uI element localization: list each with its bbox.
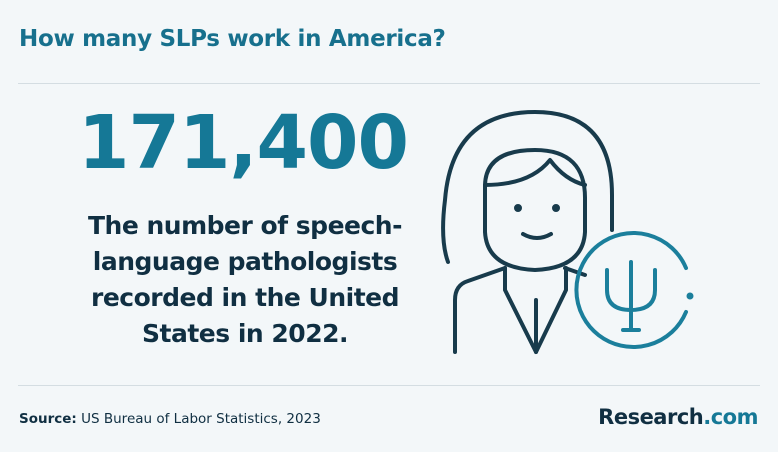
divider xyxy=(18,385,760,386)
stat-description: The number of speech- language pathologi… xyxy=(0,208,490,352)
description-line: States in 2022. xyxy=(142,319,348,348)
brand-suffix: .com xyxy=(703,405,758,429)
brand-name: Research xyxy=(598,405,704,429)
divider xyxy=(18,83,760,84)
stat-value: 171,400 xyxy=(77,100,409,186)
source-label: Source: xyxy=(19,411,77,427)
title: How many SLPs work in America? xyxy=(19,26,446,52)
brand-logo: Research.com xyxy=(598,405,758,429)
source-text: US Bureau of Labor Statistics, 2023 xyxy=(81,411,321,427)
description-line: language pathologists xyxy=(92,247,398,276)
source: Source: US Bureau of Labor Statistics, 2… xyxy=(19,411,321,427)
description-line: The number of speech- xyxy=(88,211,402,240)
description-line: recorded in the United xyxy=(90,283,400,312)
